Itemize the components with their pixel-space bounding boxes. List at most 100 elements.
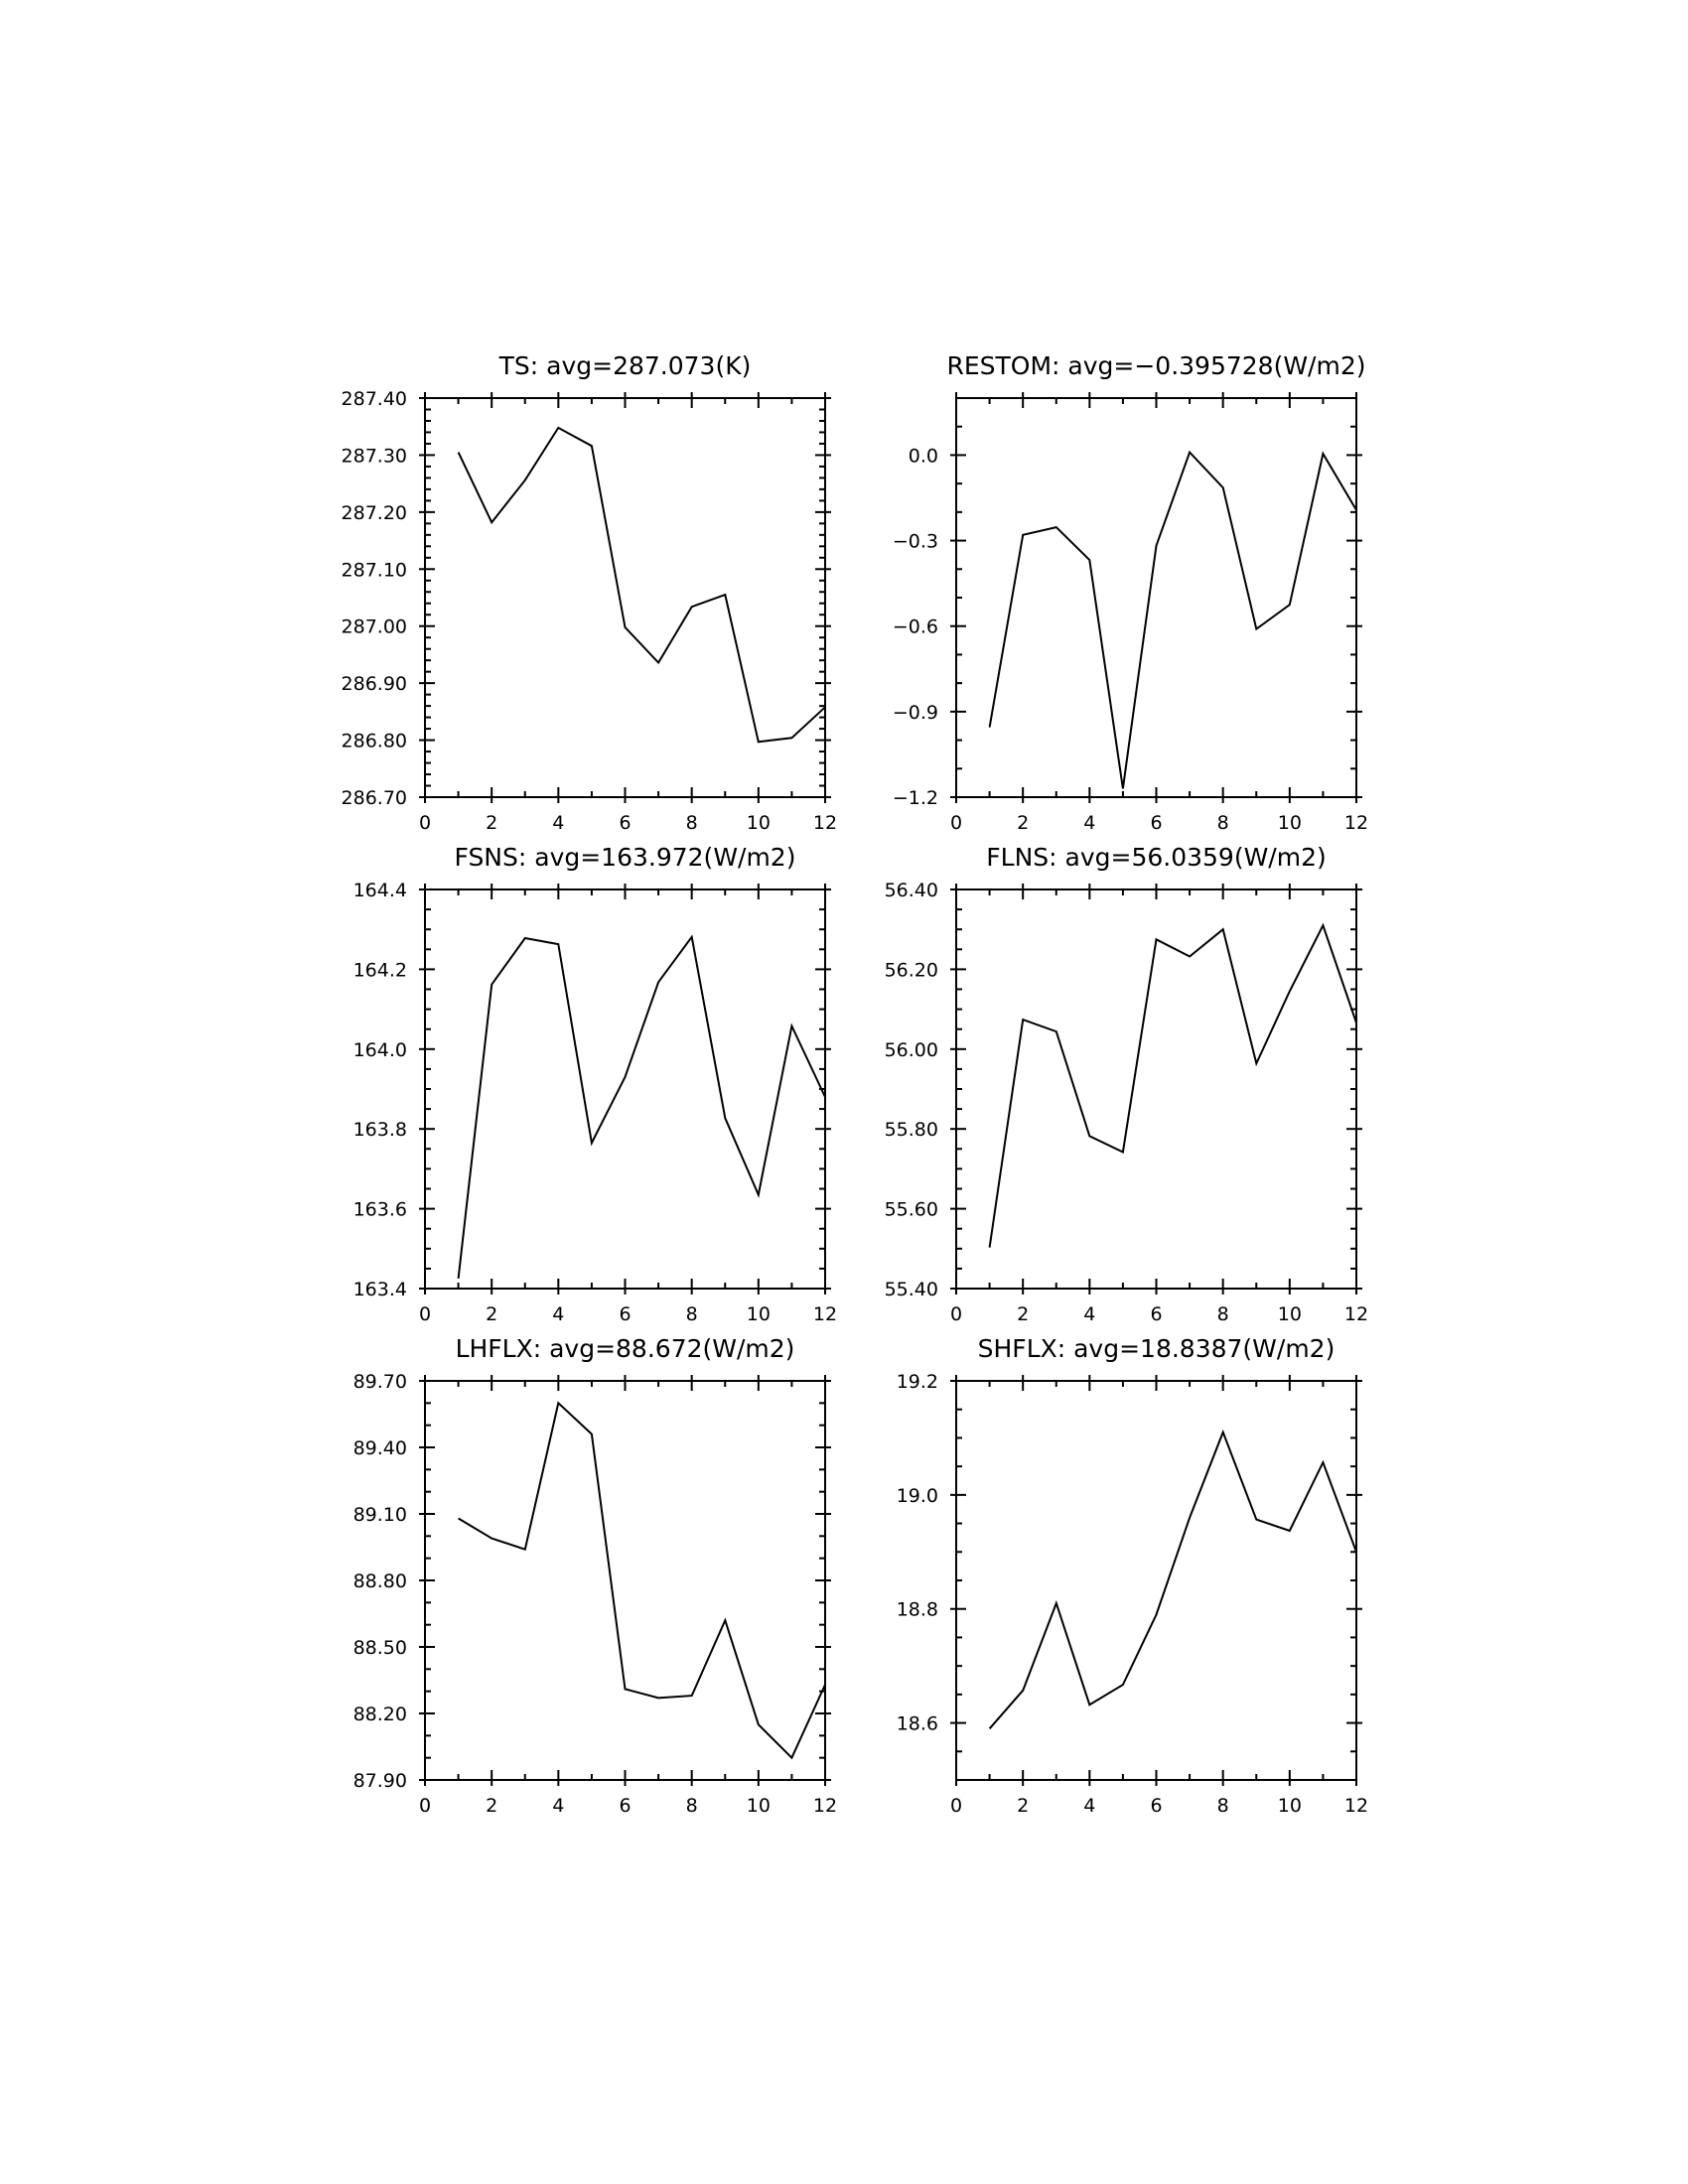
x-tick-label: 10 — [747, 1795, 771, 1817]
x-tick-label: 4 — [1083, 812, 1095, 834]
x-tick-label: 4 — [1083, 1795, 1095, 1817]
y-tick-label: 287.00 — [342, 616, 407, 638]
x-tick-label: 6 — [619, 1795, 631, 1817]
y-tick-label: 55.60 — [885, 1199, 938, 1221]
x-tick-label: 10 — [1278, 812, 1302, 834]
x-tick-label: 0 — [950, 1303, 962, 1325]
y-tick-label: 164.2 — [353, 959, 407, 981]
x-tick-label: 4 — [552, 1303, 564, 1325]
series-line-flns — [988, 922, 1357, 1248]
y-tick-label: 55.40 — [885, 1279, 938, 1300]
y-tick-label: 89.70 — [353, 1371, 407, 1393]
y-tick-label: 89.10 — [353, 1504, 407, 1526]
plot-frame — [424, 888, 826, 1290]
x-tick-label: 2 — [1017, 812, 1029, 834]
y-tick-label: 55.80 — [885, 1119, 938, 1141]
x-tick-label: 6 — [1150, 812, 1162, 834]
x-tick-label: 12 — [1344, 1795, 1368, 1817]
x-tick-label: 4 — [1083, 1303, 1095, 1325]
panel-title: LHFLX: avg=88.672(W/m2) — [456, 1334, 795, 1363]
y-tick-label: 286.90 — [342, 673, 407, 695]
y-tick-label: 56.00 — [885, 1039, 938, 1061]
x-tick-label: 0 — [950, 1795, 962, 1817]
y-tick-label: 287.20 — [342, 502, 407, 524]
x-tick-label: 10 — [747, 1303, 771, 1325]
panel-title: RESTOM: avg=−0.395728(W/m2) — [947, 351, 1366, 380]
x-tick-label: 0 — [419, 812, 431, 834]
series-line-shflx — [988, 1429, 1357, 1729]
y-tick-label: 88.80 — [353, 1570, 407, 1592]
plot-frame — [955, 397, 1357, 798]
x-tick-label: 2 — [486, 1795, 497, 1817]
x-tick-label: 10 — [1278, 1303, 1302, 1325]
x-tick-label: 10 — [747, 812, 771, 834]
y-tick-label: 0.0 — [909, 445, 938, 467]
plot-frame — [424, 1380, 826, 1781]
y-tick-label: −0.9 — [893, 702, 938, 724]
y-tick-label: 287.40 — [342, 388, 407, 410]
x-tick-label: 6 — [1150, 1795, 1162, 1817]
y-tick-label: 19.0 — [897, 1485, 938, 1507]
panel-shflx: SHFLX: avg=18.8387(W/m2) 0 2 4 6 8 10 12 18.6 18.… — [897, 1334, 1368, 1817]
y-tick-label: 287.30 — [342, 445, 407, 467]
x-tick-label: 12 — [1344, 812, 1368, 834]
plot-frame — [424, 397, 826, 798]
series-line-lhflx — [458, 1401, 826, 1760]
x-tick-label: 2 — [486, 812, 497, 834]
x-tick-label: 8 — [1217, 812, 1229, 834]
x-tick-label: 8 — [686, 1303, 698, 1325]
y-tick-label: −0.6 — [893, 616, 938, 638]
panel-ts: TS: avg=287.073(K) 0 2 4 6 8 10 12 286.70 286.80 2… — [342, 351, 838, 834]
x-tick-label: 0 — [419, 1303, 431, 1325]
x-tick-label: 8 — [686, 1795, 698, 1817]
y-tick-label: 163.8 — [353, 1119, 407, 1141]
x-tick-label: 4 — [552, 1795, 564, 1817]
plot-frame — [955, 1380, 1357, 1781]
series-line-restom — [988, 450, 1357, 789]
y-tick-label: 87.90 — [353, 1770, 407, 1792]
x-tick-label: 0 — [950, 812, 962, 834]
y-tick-label: 286.80 — [342, 731, 407, 752]
y-tick-label: 89.40 — [353, 1437, 407, 1459]
y-tick-label: 88.50 — [353, 1637, 407, 1659]
y-tick-label: 56.40 — [885, 880, 938, 901]
panel-restom: RESTOM: avg=−0.395728(W/m2) 0 2 4 6 8 10 12 −1.2… — [893, 351, 1368, 834]
x-tick-label: 12 — [813, 1795, 837, 1817]
y-tick-label: 164.4 — [353, 880, 407, 901]
y-tick-label: 88.20 — [353, 1704, 407, 1725]
y-tick-label: 19.2 — [897, 1371, 938, 1393]
x-tick-label: 2 — [1017, 1795, 1029, 1817]
plot-frame — [955, 888, 1357, 1290]
x-tick-label: 8 — [1217, 1795, 1229, 1817]
panel-title: TS: avg=287.073(K) — [498, 351, 752, 380]
panel-lhflx: LHFLX: avg=88.672(W/m2) 0 2 4 6 8 10 12 87.90 88.… — [353, 1334, 838, 1817]
x-tick-label: 12 — [813, 812, 837, 834]
x-tick-label: 10 — [1278, 1795, 1302, 1817]
x-tick-label: 0 — [419, 1795, 431, 1817]
panel-flns: FLNS: avg=56.0359(W/m2) 0 2 4 6 8 10 12 55.40 55.… — [885, 843, 1369, 1325]
y-tick-label: 163.6 — [353, 1199, 407, 1221]
y-tick-label: 56.20 — [885, 959, 938, 981]
x-tick-label: 8 — [1217, 1303, 1229, 1325]
y-tick-label: −1.2 — [893, 787, 938, 809]
panel-fsns: FSNS: avg=163.972(W/m2) 0 2 4 6 8 10 12 163.4 163… — [353, 843, 838, 1325]
y-tick-label: 164.0 — [353, 1039, 407, 1061]
panel-title: SHFLX: avg=18.8387(W/m2) — [978, 1334, 1336, 1363]
y-tick-label: 18.6 — [897, 1713, 938, 1735]
x-tick-label: 8 — [686, 812, 698, 834]
x-tick-label: 6 — [619, 812, 631, 834]
x-tick-label: 12 — [1344, 1303, 1368, 1325]
series-line-fsns — [457, 934, 826, 1280]
x-tick-label: 2 — [1017, 1303, 1029, 1325]
x-tick-label: 6 — [619, 1303, 631, 1325]
y-tick-label: −0.3 — [893, 531, 938, 553]
x-tick-label: 4 — [552, 812, 564, 834]
y-tick-label: 18.8 — [897, 1599, 938, 1621]
y-tick-label: 286.70 — [342, 787, 407, 809]
panel-title: FSNS: avg=163.972(W/m2) — [455, 843, 796, 872]
x-tick-label: 12 — [813, 1303, 837, 1325]
y-tick-label: 163.4 — [353, 1279, 407, 1300]
panel-title: FLNS: avg=56.0359(W/m2) — [986, 843, 1326, 872]
